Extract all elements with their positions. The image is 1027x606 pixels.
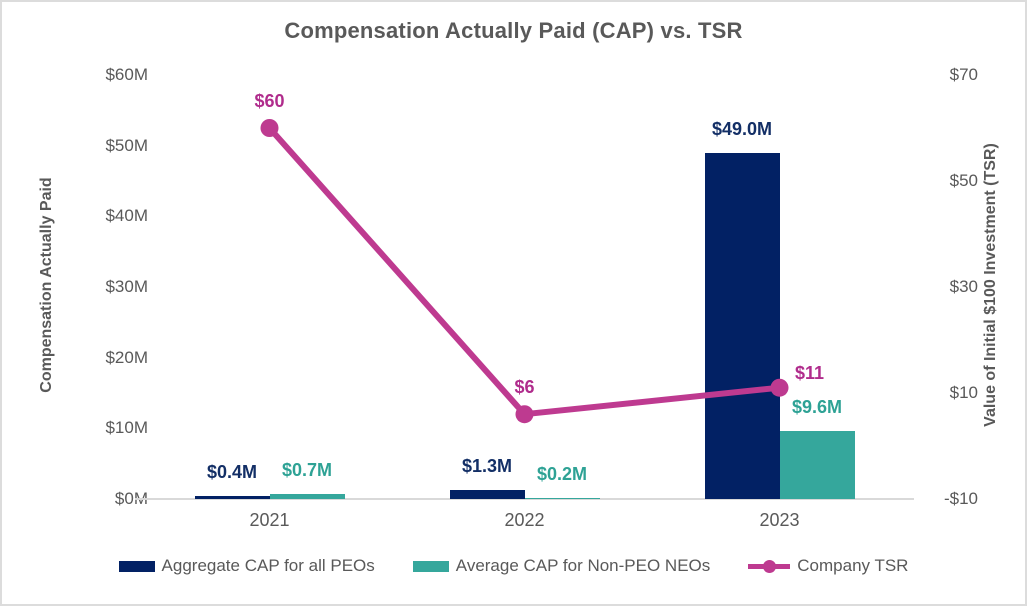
right-axis-title: Value of Initial $100 Investment (TSR)	[982, 143, 999, 427]
bar	[524, 497, 600, 499]
x-axis-line	[135, 498, 914, 500]
legend-bar-swatch-icon	[118, 560, 155, 572]
legend-item: Average CAP for Non-PEO NEOs	[412, 556, 711, 576]
bar-data-label: $0.7M	[281, 460, 333, 481]
chart-title: Compensation Actually Paid (CAP) vs. TSR	[284, 18, 743, 43]
bar-data-label: $1.3M	[461, 455, 513, 476]
right-axis-tick-label: -$10	[943, 489, 978, 508]
chart-legend: Aggregate CAP for all PEOs Average CAP fo…	[2, 556, 1025, 576]
x-axis-category-label: 2023	[759, 510, 800, 530]
tsr-data-label: $60	[254, 91, 285, 111]
left-axis-tick-label: $30M	[105, 277, 148, 296]
tsr-data-label: $11	[794, 362, 825, 383]
legend-dot-icon	[763, 559, 777, 573]
tsr-point-marker	[260, 119, 279, 137]
bar-data-label: $49.0M	[711, 118, 773, 139]
legend-label: Average CAP for Non-PEO NEOs	[455, 556, 711, 575]
legend-item: Aggregate CAP for all PEOs	[118, 556, 375, 576]
legend-label: Company TSR	[797, 556, 909, 575]
bar-data-label: $0.2M	[536, 463, 588, 484]
legend-item: Company TSR	[748, 556, 908, 576]
right-axis-tick-label: $70	[949, 65, 978, 84]
tsr-data-label: $6	[514, 377, 535, 398]
left-axis-tick-label: $10M	[105, 418, 148, 438]
left-axis-tick-label: $0M	[114, 489, 148, 508]
tsr-point-marker	[515, 405, 534, 424]
x-axis-category-label: 2021	[249, 510, 290, 530]
legend-line-swatch-icon	[748, 559, 791, 574]
bar-data-label: $9.6M	[791, 397, 843, 418]
left-axis-tick-label: $40M	[105, 206, 148, 226]
legend-label: Aggregate CAP for all PEOs	[161, 556, 375, 575]
x-axis-category-label: 2022	[504, 510, 545, 530]
left-axis-tick-label: $60M	[105, 65, 148, 84]
left-axis-tick-label: $50M	[105, 135, 148, 155]
right-axis-tick-label: $10	[949, 383, 978, 402]
bar	[194, 496, 270, 499]
tsr-line	[267, 126, 780, 418]
bar	[269, 494, 345, 499]
left-axis-tick-label: $20M	[105, 347, 148, 367]
bar	[449, 489, 525, 499]
bar	[779, 431, 855, 499]
bar-data-label: $0.4M	[206, 462, 258, 483]
bar	[704, 152, 780, 499]
right-axis-tick-label: $30	[949, 277, 978, 296]
right-axis-tick-label: $50	[949, 171, 978, 190]
legend-bar-swatch-icon	[412, 560, 449, 572]
